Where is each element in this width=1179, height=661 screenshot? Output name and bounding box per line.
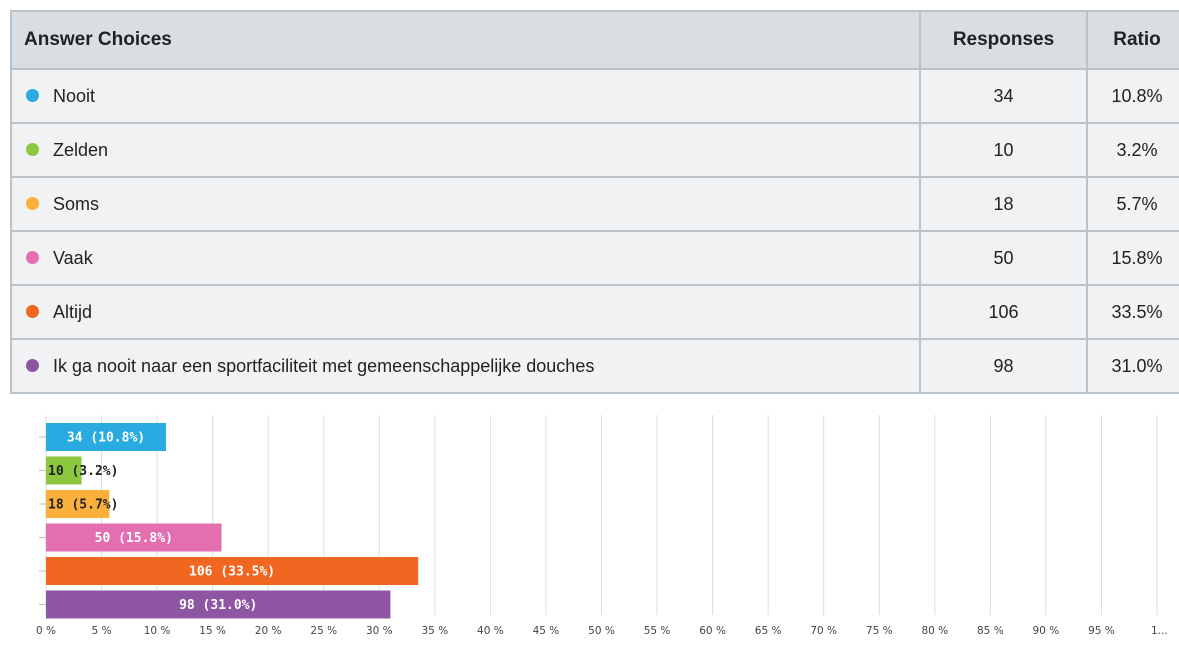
answer-choice-label: Vaak xyxy=(53,247,93,268)
bar xyxy=(46,523,222,552)
responses-cell: 18 xyxy=(919,176,1088,232)
bar-data-label: 106 (33.5%) xyxy=(189,565,275,580)
x-tick-label: 45 % xyxy=(533,625,560,637)
header-responses: Responses xyxy=(919,10,1088,70)
table-row: Zelden 10 3.2% xyxy=(10,122,1179,178)
bar-data-label: 50 (15.8%) xyxy=(95,531,173,546)
color-dot-icon xyxy=(26,88,39,102)
x-tick-label: 20 % xyxy=(255,625,282,637)
answer-choice-cell: Soms xyxy=(10,176,921,232)
table-row: Nooit 34 10.8% xyxy=(10,68,1179,124)
answer-choice-cell: Zelden xyxy=(10,122,921,178)
x-tick-label: 85 % xyxy=(977,625,1004,637)
x-tick-label: 40 % xyxy=(477,625,504,637)
answer-choice-label: Ik ga nooit naar een sportfaciliteit met… xyxy=(53,355,595,376)
answer-choice-label: Nooit xyxy=(53,85,96,106)
ratio-cell: 3.2% xyxy=(1086,122,1179,178)
responses-cell: 98 xyxy=(919,338,1088,394)
responses-cell: 50 xyxy=(919,230,1088,286)
x-tick-label: 35 % xyxy=(422,625,449,637)
x-tick-label: 5 % xyxy=(92,625,112,637)
x-tick-label: 75 % xyxy=(866,625,893,637)
answer-choice-label: Soms xyxy=(53,193,100,214)
answer-choice-cell: Ik ga nooit naar een sportfaciliteit met… xyxy=(10,338,921,394)
answer-choice-cell: Nooit xyxy=(10,68,921,124)
x-tick-label: 25 % xyxy=(310,625,337,637)
table-body: Nooit 34 10.8% Zelden 10 3.2% Soms 18 5.7% Vaak 50… xyxy=(10,68,1179,394)
x-tick-label: 55 % xyxy=(644,625,671,637)
table-row: Altijd 106 33.5% xyxy=(10,284,1179,340)
x-tick-label: 65 % xyxy=(755,625,782,637)
color-dot-icon xyxy=(26,304,39,318)
bar-data-label: 18 (5.7%) xyxy=(48,498,118,513)
x-tick-label: 80 % xyxy=(921,625,948,637)
answer-choice-label: Altijd xyxy=(53,301,93,322)
responses-cell: 10 xyxy=(919,122,1088,178)
color-dot-icon xyxy=(26,358,39,372)
ratio-cell: 15.8% xyxy=(1086,230,1179,286)
answer-choice-cell: Altijd xyxy=(10,284,921,340)
header-answer-choices: Answer Choices xyxy=(10,10,921,70)
x-tick-label: 60 % xyxy=(699,625,726,637)
table-row: Ik ga nooit naar een sportfaciliteit met… xyxy=(10,338,1179,394)
x-tick-label: 50 % xyxy=(588,625,615,637)
bar-data-label: 10 (3.2%) xyxy=(48,464,118,479)
x-tick-label: 0 % xyxy=(36,625,56,637)
x-tick-label: 30 % xyxy=(366,625,393,637)
x-tick-label: 95 % xyxy=(1088,625,1115,637)
bar xyxy=(46,423,166,451)
ratio-cell: 10.8% xyxy=(1086,68,1179,124)
color-dot-icon xyxy=(26,196,39,210)
response-bar-chart: 34 (10.8%) 10 (3.2%) 18 (5.7%) 50 (15.8%) 10… xyxy=(10,405,1174,657)
x-tick-label: 90 % xyxy=(1033,625,1060,637)
table-row: Soms 18 5.7% xyxy=(10,176,1179,232)
responses-cell: 106 xyxy=(919,284,1088,340)
bar xyxy=(46,557,419,585)
ratio-cell: 31.0% xyxy=(1086,338,1179,394)
answer-choice-label: Zelden xyxy=(53,139,109,160)
bar xyxy=(46,590,391,619)
x-tick-label: 70 % xyxy=(810,625,837,637)
chart-svg: 34 (10.8%) 10 (3.2%) 18 (5.7%) 50 (15.8%) 10… xyxy=(36,415,1168,637)
color-dot-icon xyxy=(26,250,39,264)
ratio-cell: 5.7% xyxy=(1086,176,1179,232)
bar xyxy=(46,490,110,518)
bar-data-label: 98 (31.0%) xyxy=(179,598,257,613)
color-dot-icon xyxy=(26,142,39,156)
x-tick-label: 1... xyxy=(1151,625,1168,637)
responses-cell: 34 xyxy=(919,68,1088,124)
x-tick-label: 15 % xyxy=(199,625,226,637)
ratio-cell: 33.5% xyxy=(1086,284,1179,340)
bar-data-label: 34 (10.8%) xyxy=(67,431,145,446)
answer-choice-cell: Vaak xyxy=(10,230,921,286)
table-header-row: Answer Choices Responses Ratio xyxy=(10,10,1179,70)
header-ratio: Ratio xyxy=(1086,10,1179,70)
bar xyxy=(46,456,82,485)
x-tick-label: 10 % xyxy=(144,625,171,637)
answer-table: Answer Choices Responses Ratio Nooit 34 10… xyxy=(10,10,1179,394)
table-row: Vaak 50 15.8% xyxy=(10,230,1179,286)
